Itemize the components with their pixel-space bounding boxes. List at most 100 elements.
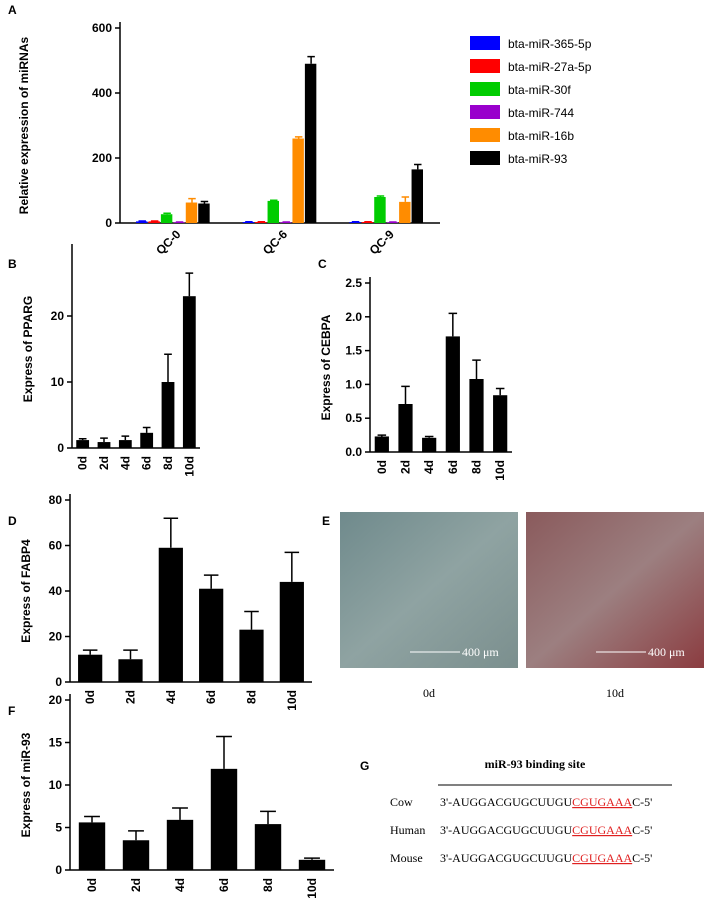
x-tick-label: QC-0 [153,227,183,257]
species: Mouse [390,851,423,865]
bar [158,547,183,682]
panel-label: D [8,514,17,528]
error-bar [142,426,151,433]
bar [122,840,150,870]
error-bar [472,359,481,379]
bar [118,659,143,682]
bar [239,629,264,682]
legend-swatch [470,59,500,73]
bar [361,222,374,223]
sequence-part: C-5' [632,795,652,809]
sequence-part: CGUGAAA [572,795,632,809]
y-tick-label: 5 [55,821,62,835]
y-tick-label: 20 [49,693,63,707]
panel-e: E 400 μm 400 μm 0d 10d [322,512,704,700]
sequence-part: CGUGAAA [572,823,632,837]
panel-label: E [322,514,330,528]
bar [267,200,279,223]
error-bar [270,199,278,201]
legend-label: bta-miR-30f [508,83,571,97]
x-tick-label: 10d [182,456,196,477]
y-tick-label: 80 [49,493,63,507]
image-label: 0d [423,686,435,700]
bar [493,395,508,452]
y-tick-label: 0 [55,863,62,877]
bar [185,202,198,223]
bar [398,404,413,452]
bar [140,432,154,448]
sequence-part: CGUGAAA [572,851,632,865]
error-bar [377,434,387,437]
y-axis-label: Relative expression of miRNAs [17,36,31,214]
legend-label: bta-miR-27a-5p [508,60,592,74]
x-tick-label: 0d [85,878,99,892]
x-tick-label: 8d [261,878,275,892]
bar [78,654,103,682]
error-bar [495,387,505,396]
legend-swatch [470,105,500,119]
error-bar [123,649,138,660]
micrograph [340,512,518,668]
x-tick-label: 0d [76,456,90,470]
x-tick-label: 4d [164,690,178,704]
y-tick-label: 20 [49,630,63,644]
y-tick-label: 2.5 [345,276,362,290]
x-tick-label: 6d [204,690,218,704]
bar [254,824,282,870]
error-bar [200,200,209,204]
error-bar [163,517,179,548]
bar [279,581,304,682]
error-bar [376,195,385,197]
error-bar [163,212,171,215]
y-tick-label: 0 [105,216,112,230]
bar [160,214,173,223]
legend-label: bta-miR-365-5p [508,37,592,51]
x-tick-label: 2d [124,690,138,704]
y-tick-label: 20 [51,309,65,323]
bar [76,440,90,448]
panel-label: C [318,257,327,271]
bar [148,221,160,223]
x-tick-label: 0d [375,460,389,474]
legend-label: bta-miR-93 [508,152,568,166]
bar [445,336,460,452]
bar [469,378,484,452]
species: Cow [390,795,413,809]
y-tick-label: 1.5 [345,344,362,358]
y-axis-label: Express of PPARG [21,296,35,402]
error-bar [185,272,194,297]
micrograph [526,512,704,668]
bar [161,382,175,448]
x-tick-label: 10d [493,460,507,481]
x-tick-label: QC-6 [260,227,290,257]
x-tick-label: 8d [470,460,484,474]
legend-label: bta-miR-16b [508,129,574,143]
x-tick-label: 4d [118,456,132,470]
panel-label: G [360,759,369,773]
bar [210,768,238,870]
legend-swatch [470,82,500,96]
bar [292,138,304,223]
bar [199,588,224,682]
x-tick-label: 8d [245,690,259,704]
bar [78,822,106,870]
error-bar [82,649,98,655]
scale-label: 400 μm [462,645,499,659]
error-bar [284,551,300,582]
y-tick-label: 0 [57,441,64,455]
error-bar [304,857,320,860]
panel-g: G miR-93 binding site Cow 3'-AUGGACGUGCUU… [360,757,672,865]
image-label: 10d [606,686,624,700]
y-tick-label: 40 [49,584,63,598]
error-bar [401,385,410,405]
y-axis-label: Express of FABP4 [19,539,33,643]
error-bar [188,197,196,203]
y-tick-label: 0.5 [345,411,362,425]
species: Human [390,823,425,837]
error-bar [172,807,188,820]
legend-swatch [470,128,500,142]
rows: Cow 3'-AUGGACGUGCUUGUCGUGAAAC-5'Human 3'-A… [390,795,652,865]
bar [411,169,423,223]
sequence: 3'-AUGGACGUGCUUGUCGUGAAAC-5' [440,823,652,837]
